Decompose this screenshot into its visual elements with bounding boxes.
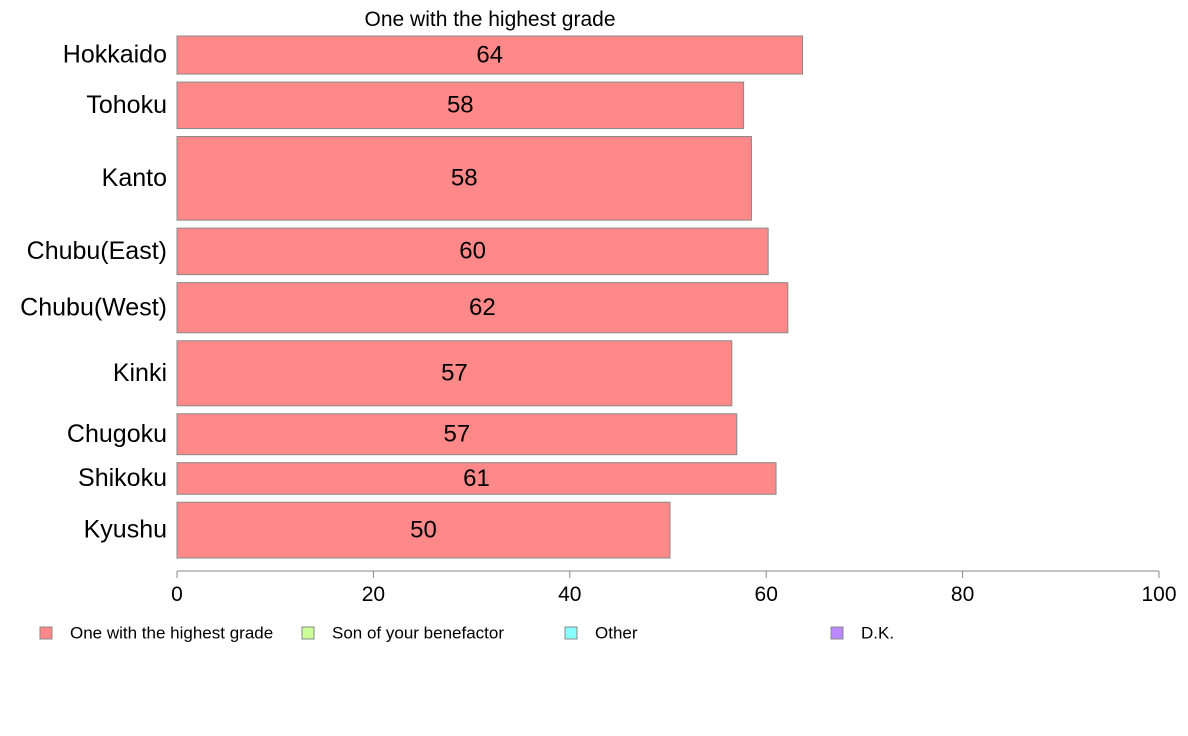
legend-label-one-with-the-highest-grade: One with the highest grade <box>70 623 273 642</box>
bar-kyushu <box>176 501 671 559</box>
legend-label-son-of-your-benefactor: Son of your benefactor <box>332 623 504 642</box>
value-label-kinki: 57 <box>441 360 468 387</box>
x-tick-label: 80 <box>951 583 974 606</box>
bar-chubu-east <box>176 227 769 276</box>
bars-layer: Hokkaido 64 Tohoku 58 Kanto 58 Chubu(East) 60 Ch… <box>20 35 804 559</box>
category-label-tohoku: Tohoku <box>86 91 167 119</box>
bar-chubu-west <box>176 282 789 334</box>
chart-title: One with the highest grade <box>365 8 616 31</box>
category-label-kanto: Kanto <box>102 164 167 192</box>
category-label-chugoku: Chugoku <box>67 420 167 448</box>
bar-shikoku <box>176 462 777 495</box>
category-label-kinki: Kinki <box>113 359 167 387</box>
value-label-chugoku: 57 <box>444 421 471 448</box>
x-axis: 0 20 40 60 80 100 <box>171 570 1177 606</box>
x-tick-label: 0 <box>171 583 183 606</box>
category-label-chubu-east: Chubu(East) <box>27 237 167 265</box>
x-tick-label: 60 <box>755 583 778 606</box>
value-label-shikoku: 61 <box>463 465 490 492</box>
legend-swatch-d-k <box>830 626 844 640</box>
value-label-hokkaido: 64 <box>476 41 503 68</box>
bar-kinki <box>176 340 733 407</box>
category-label-kyushu: Kyushu <box>84 516 167 544</box>
legend-label-d-k: D.K. <box>861 623 894 642</box>
bar-hokkaido <box>176 35 804 75</box>
legend-swatch-son-of-your-benefactor <box>301 626 315 640</box>
x-tick-label: 20 <box>362 583 385 606</box>
category-label-hokkaido: Hokkaido <box>63 41 167 69</box>
legend-swatch-other <box>564 626 578 640</box>
value-label-kanto: 58 <box>451 165 478 192</box>
category-label-shikoku: Shikoku <box>78 464 167 492</box>
x-tick-label: 100 <box>1141 583 1176 606</box>
value-label-chubu-east: 60 <box>459 238 486 265</box>
bar-chugoku <box>176 413 738 456</box>
bar-kanto <box>176 136 752 221</box>
x-tick-label: 40 <box>558 583 581 606</box>
value-label-kyushu: 50 <box>410 516 437 543</box>
value-label-tohoku: 58 <box>447 92 474 119</box>
legend-swatch-one-with-the-highest-grade <box>39 626 53 640</box>
value-label-chubu-west: 62 <box>469 294 496 321</box>
legend-label-other: Other <box>595 623 638 642</box>
category-label-chubu-west: Chubu(West) <box>20 293 167 321</box>
bar-tohoku <box>176 81 745 130</box>
legend: One with the highest grade Son of your be… <box>39 623 894 642</box>
